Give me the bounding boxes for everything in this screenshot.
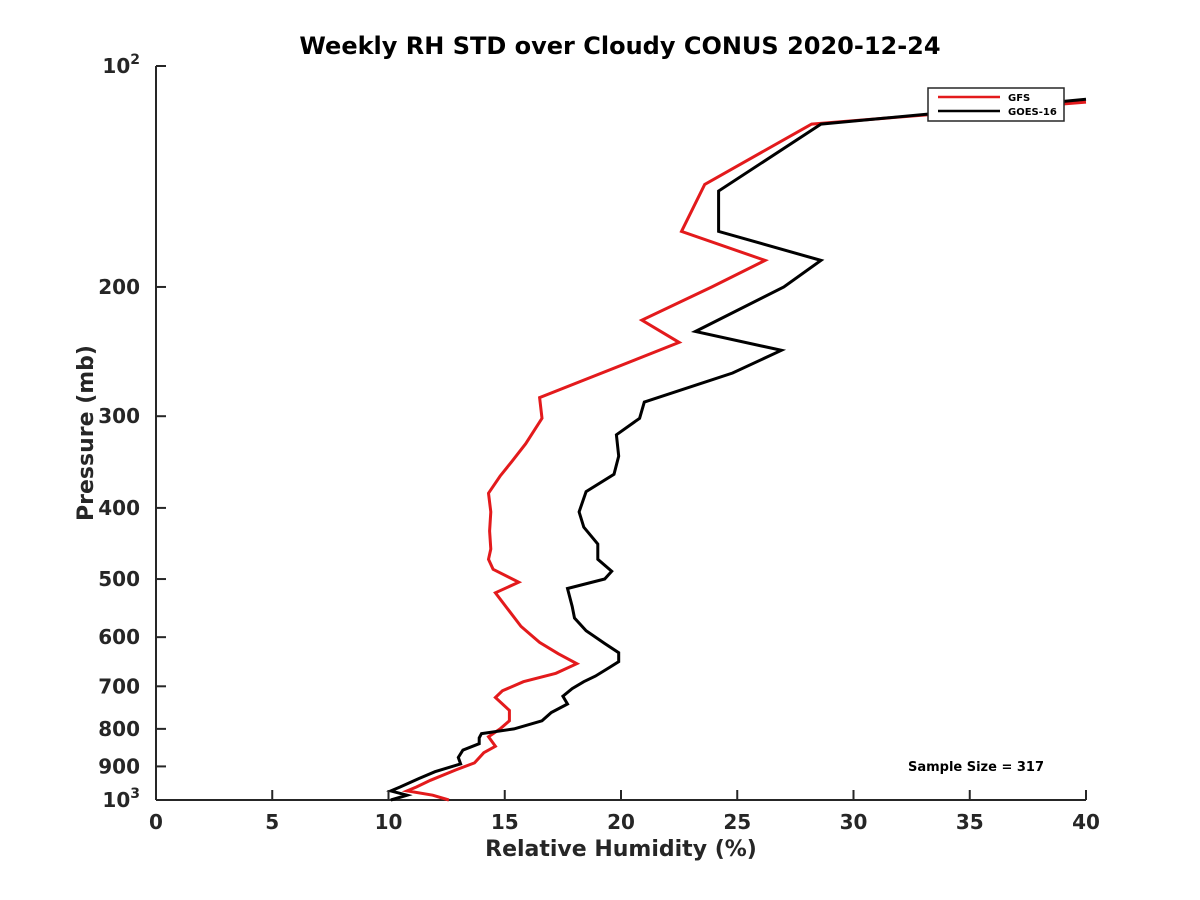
x-tick-label: 20: [607, 810, 635, 834]
y-tick-label: 103: [102, 786, 140, 812]
x-tick-label: 15: [491, 810, 519, 834]
x-tick-label: 35: [956, 810, 984, 834]
legend-label-gfs: GFS: [1008, 93, 1030, 104]
y-tick-label: 200: [98, 275, 140, 299]
y-axis-label: Pressure (mb): [74, 345, 99, 521]
x-ticks: 0 5 10 15 20 25 30 35 40: [149, 790, 1100, 834]
series-layer: [386, 97, 1087, 802]
x-tick-label: 30: [840, 810, 868, 834]
x-tick-label: 0: [149, 810, 163, 834]
series-line-gfs: [401, 100, 1087, 802]
x-tick-label: 40: [1072, 810, 1100, 834]
x-tick-label: 5: [265, 810, 279, 834]
legend-box: [927, 87, 1065, 122]
x-axis-label: Relative Humidity (%): [485, 837, 757, 862]
y-tick-label: 700: [98, 674, 140, 698]
y-ticks: 102 200 300 400 500 600 700 800 900 103: [98, 52, 166, 812]
y-tick-label: 900: [98, 754, 140, 778]
plot-area: 0 5 10 15 20 25 30 35 40 102 200 300 400 500 600 700 80…: [98, 52, 1100, 834]
x-tick-label: 10: [375, 810, 403, 834]
y-tick-label: 500: [98, 567, 140, 591]
legend: GFS GOES-16: [927, 87, 1065, 122]
y-tick-label: 300: [98, 404, 140, 428]
chart-title: Weekly RH STD over Cloudy CONUS 2020-12-…: [299, 32, 940, 60]
x-tick-label: 25: [723, 810, 751, 834]
series-line-goes16: [386, 97, 1087, 802]
y-tick-label: 400: [98, 496, 140, 520]
y-tick-label: 800: [98, 717, 140, 741]
y-tick-label: 102: [102, 52, 140, 78]
sample-size-annotation: Sample Size = 317: [908, 760, 1044, 775]
legend-label-goes16: GOES-16: [1008, 107, 1057, 118]
y-tick-label: 600: [98, 625, 140, 649]
